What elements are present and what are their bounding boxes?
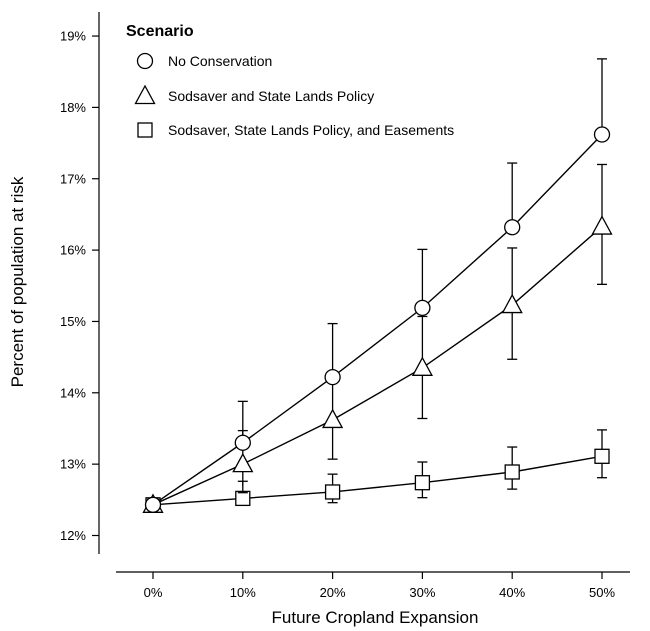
data-point bbox=[324, 484, 341, 500]
legend-marker-square bbox=[137, 122, 153, 138]
series-circle bbox=[144, 58, 611, 513]
legend-marker-triangle bbox=[134, 84, 156, 105]
plot-area bbox=[142, 58, 613, 513]
legend-label: Sodsaver, State Lands Policy, and Easeme… bbox=[168, 122, 454, 138]
legend-label: No Conservation bbox=[168, 53, 272, 69]
series-line bbox=[152, 226, 603, 506]
series-line bbox=[152, 134, 603, 506]
data-point bbox=[235, 490, 251, 507]
y-tick-label: 17% bbox=[60, 171, 86, 186]
x-axis-title: Future Cropland Expansion bbox=[272, 608, 479, 627]
y-tick-label: 14% bbox=[60, 385, 86, 400]
y-tick-label: 16% bbox=[60, 243, 86, 258]
legend-label: Sodsaver and State Lands Policy bbox=[168, 88, 374, 104]
y-tick-label: 13% bbox=[60, 457, 86, 472]
x-tick-label: 10% bbox=[230, 585, 256, 600]
data-point bbox=[414, 299, 431, 317]
data-point bbox=[414, 475, 431, 491]
legend-title: Scenario bbox=[126, 23, 194, 40]
data-point bbox=[501, 293, 523, 314]
data-point bbox=[504, 219, 521, 236]
data-point bbox=[411, 356, 433, 376]
x-tick-label: 50% bbox=[589, 585, 615, 600]
y-tick-label: 15% bbox=[60, 314, 86, 329]
y-tick-label: 19% bbox=[60, 29, 86, 44]
data-point bbox=[322, 408, 344, 429]
legend: Scenario No Conservation Sodsaver and Sta… bbox=[126, 23, 454, 138]
data-point bbox=[594, 448, 610, 464]
x-tick-label: 20% bbox=[320, 585, 346, 600]
x-tick-label: 0% bbox=[144, 585, 163, 600]
x-tick-label: 30% bbox=[409, 585, 435, 600]
x-tick-label: 40% bbox=[499, 585, 525, 600]
y-tick-label: 18% bbox=[60, 100, 86, 115]
data-point bbox=[234, 434, 251, 451]
data-point bbox=[504, 464, 520, 480]
data-point bbox=[232, 452, 254, 473]
y-ticks: 12% 13% 14% 15% 16% 17% 18% 19% bbox=[60, 29, 99, 543]
series-line bbox=[152, 455, 603, 506]
data-point bbox=[144, 496, 162, 513]
x-ticks: 0% 10% 20% 30% 40% 50% bbox=[144, 572, 615, 600]
legend-marker-circle bbox=[136, 52, 154, 70]
y-axis-title: Percent of population at risk bbox=[8, 176, 27, 387]
data-point bbox=[324, 368, 341, 386]
y-tick-label: 12% bbox=[60, 528, 86, 543]
series-triangle bbox=[142, 163, 613, 513]
series-square bbox=[145, 429, 610, 513]
data-point bbox=[591, 215, 613, 235]
data-point bbox=[593, 126, 611, 143]
